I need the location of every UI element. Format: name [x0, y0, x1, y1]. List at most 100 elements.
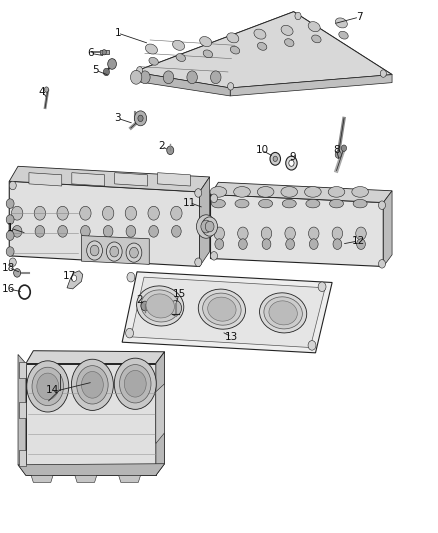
Polygon shape — [81, 236, 149, 264]
Text: 14: 14 — [46, 385, 59, 395]
Circle shape — [309, 239, 318, 249]
Polygon shape — [31, 475, 53, 482]
Text: 3: 3 — [114, 114, 121, 123]
Text: 5: 5 — [92, 66, 99, 75]
Circle shape — [211, 194, 218, 203]
Ellipse shape — [234, 187, 251, 197]
Ellipse shape — [212, 199, 226, 208]
Circle shape — [71, 359, 113, 410]
Circle shape — [239, 239, 247, 249]
Circle shape — [140, 71, 150, 84]
Polygon shape — [122, 272, 332, 353]
Circle shape — [32, 367, 64, 406]
Polygon shape — [9, 181, 200, 266]
Ellipse shape — [353, 199, 367, 208]
Circle shape — [273, 156, 277, 161]
Ellipse shape — [281, 187, 297, 197]
Circle shape — [90, 245, 99, 256]
Circle shape — [270, 152, 280, 165]
Polygon shape — [115, 173, 148, 186]
Circle shape — [163, 71, 174, 84]
Ellipse shape — [254, 29, 266, 39]
Ellipse shape — [235, 199, 249, 208]
Ellipse shape — [203, 293, 241, 325]
Circle shape — [171, 206, 182, 220]
Circle shape — [332, 227, 343, 240]
Circle shape — [126, 328, 134, 338]
Circle shape — [81, 372, 103, 398]
Circle shape — [187, 71, 198, 84]
Circle shape — [141, 301, 149, 311]
Circle shape — [37, 373, 59, 400]
Polygon shape — [134, 12, 392, 88]
Polygon shape — [18, 464, 165, 475]
Circle shape — [35, 225, 45, 237]
Circle shape — [77, 366, 108, 404]
Text: 12: 12 — [352, 236, 365, 246]
Polygon shape — [9, 166, 210, 192]
Polygon shape — [156, 352, 165, 475]
Polygon shape — [134, 12, 392, 88]
Circle shape — [12, 225, 22, 237]
Circle shape — [137, 67, 143, 74]
Circle shape — [126, 243, 142, 262]
Ellipse shape — [208, 297, 236, 321]
Circle shape — [201, 220, 212, 233]
Circle shape — [120, 365, 151, 403]
Circle shape — [110, 246, 119, 257]
Polygon shape — [131, 277, 325, 348]
Ellipse shape — [339, 31, 348, 39]
Circle shape — [138, 115, 143, 122]
Text: 7: 7 — [356, 12, 363, 22]
Ellipse shape — [260, 293, 307, 333]
Circle shape — [102, 50, 106, 55]
Ellipse shape — [137, 286, 184, 326]
Polygon shape — [230, 75, 392, 96]
Ellipse shape — [210, 187, 227, 197]
Circle shape — [6, 247, 14, 256]
Circle shape — [308, 341, 316, 350]
Ellipse shape — [336, 18, 347, 28]
Circle shape — [205, 221, 214, 232]
Circle shape — [108, 59, 117, 69]
Polygon shape — [211, 195, 383, 266]
Text: 2: 2 — [136, 295, 143, 304]
Circle shape — [57, 206, 68, 220]
Polygon shape — [26, 351, 165, 364]
Circle shape — [202, 217, 218, 236]
Text: 16: 16 — [2, 284, 15, 294]
Circle shape — [195, 258, 202, 266]
Circle shape — [127, 272, 135, 282]
Circle shape — [134, 111, 147, 126]
Circle shape — [103, 225, 113, 237]
Circle shape — [149, 225, 159, 237]
Text: 4: 4 — [39, 87, 46, 96]
Polygon shape — [158, 173, 191, 186]
Circle shape — [214, 227, 225, 240]
Ellipse shape — [258, 199, 272, 208]
Polygon shape — [29, 173, 62, 186]
Ellipse shape — [230, 46, 240, 54]
Ellipse shape — [308, 22, 320, 31]
Ellipse shape — [304, 187, 321, 197]
Ellipse shape — [257, 187, 274, 197]
Circle shape — [333, 239, 342, 249]
Polygon shape — [156, 384, 165, 443]
Circle shape — [106, 242, 122, 261]
Ellipse shape — [258, 43, 267, 50]
Circle shape — [34, 206, 46, 220]
Circle shape — [261, 227, 272, 240]
Circle shape — [131, 70, 142, 84]
Circle shape — [318, 282, 326, 292]
Circle shape — [167, 146, 174, 155]
Circle shape — [103, 68, 110, 76]
Ellipse shape — [176, 54, 185, 61]
Text: 6: 6 — [87, 49, 93, 58]
Circle shape — [380, 70, 386, 77]
Circle shape — [6, 199, 14, 208]
Ellipse shape — [282, 199, 296, 208]
Circle shape — [286, 156, 297, 170]
Ellipse shape — [328, 187, 345, 197]
Circle shape — [308, 227, 319, 240]
Circle shape — [102, 206, 114, 220]
